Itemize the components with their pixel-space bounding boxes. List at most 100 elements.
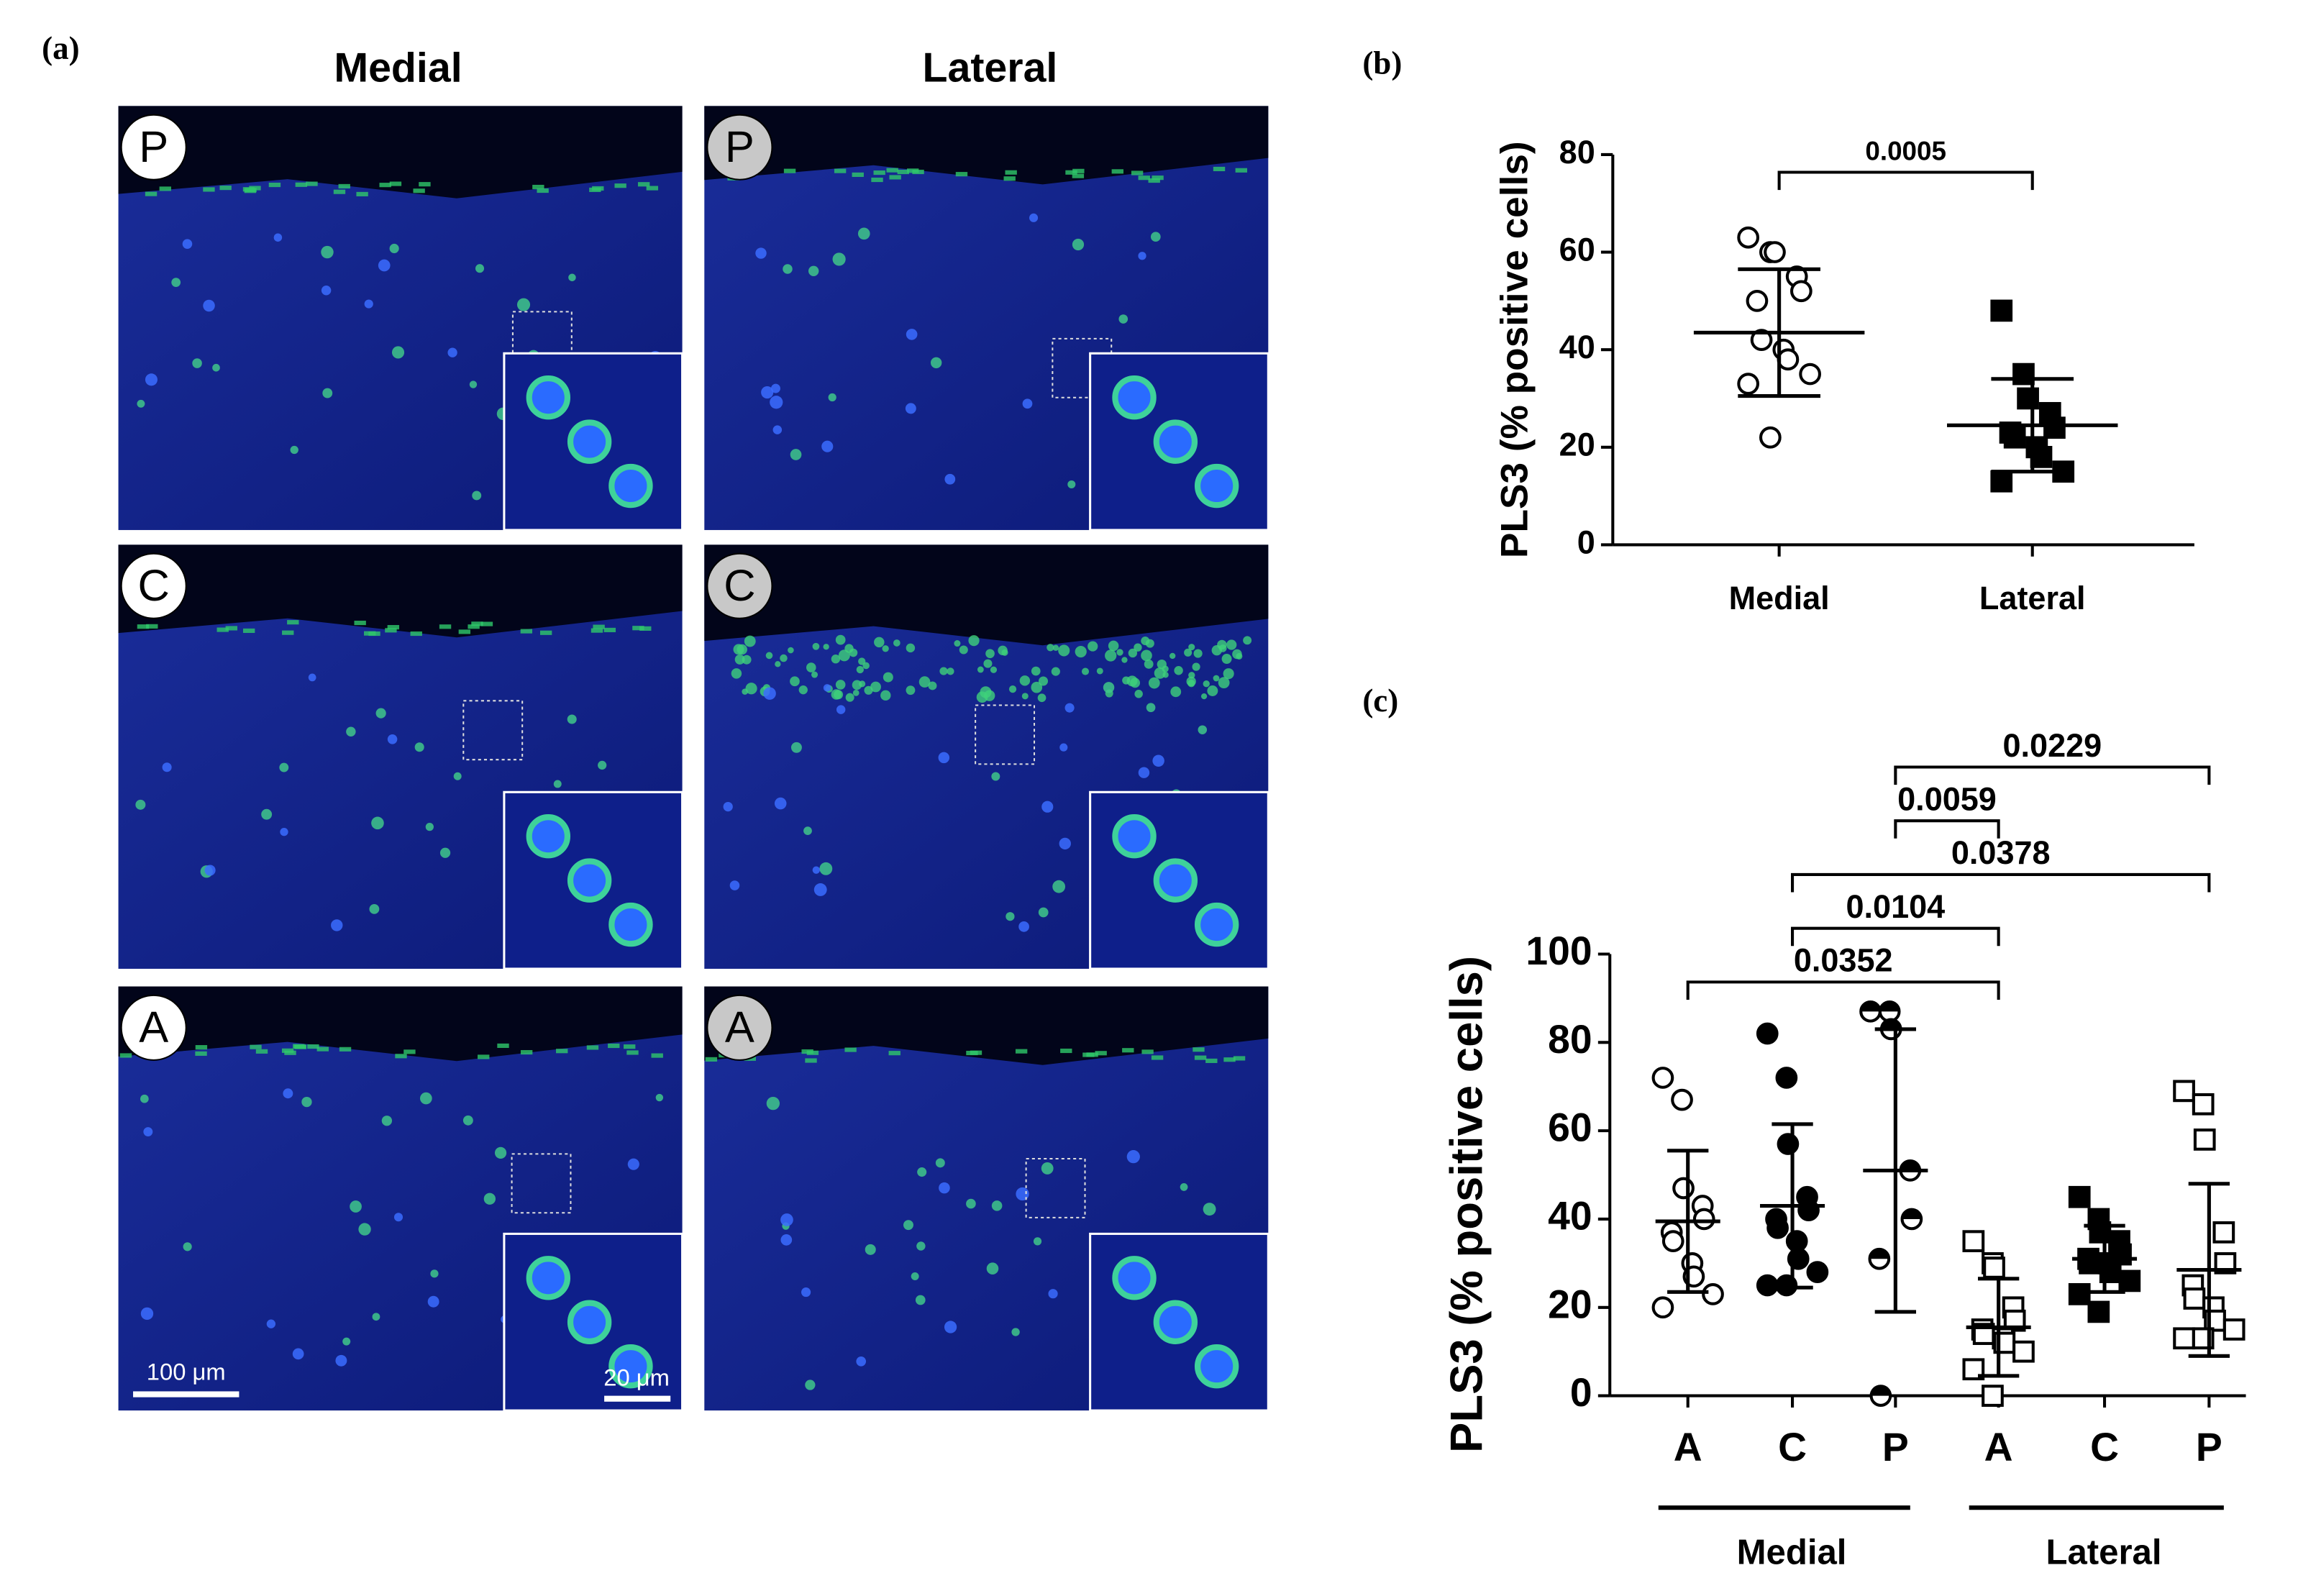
cell xyxy=(1134,690,1143,698)
cell xyxy=(990,666,998,673)
cell xyxy=(389,243,399,254)
x-tick-label: A xyxy=(1984,1425,2013,1469)
cell xyxy=(806,662,816,672)
cell xyxy=(903,1220,913,1231)
x-tick-label: P xyxy=(2196,1425,2222,1469)
cell xyxy=(598,760,607,770)
cell xyxy=(935,1158,945,1168)
cell xyxy=(765,652,773,660)
edge xyxy=(413,188,425,193)
edge xyxy=(614,183,626,188)
cell xyxy=(1064,703,1075,713)
cell xyxy=(856,1356,867,1367)
edge xyxy=(284,1050,296,1055)
cell xyxy=(414,742,424,752)
inset-cell xyxy=(1112,375,1157,420)
bracket xyxy=(1894,765,2211,785)
cell xyxy=(1198,725,1208,734)
series xyxy=(1947,299,2118,493)
cell xyxy=(475,264,485,273)
cell xyxy=(1180,1183,1188,1191)
cell xyxy=(1081,667,1090,675)
cell xyxy=(1039,676,1049,686)
cell xyxy=(1162,665,1169,672)
bracket xyxy=(1791,872,2211,893)
cell xyxy=(834,690,844,700)
cell xyxy=(375,708,386,719)
cell xyxy=(162,762,172,772)
cell xyxy=(553,780,562,788)
cell xyxy=(1150,232,1161,242)
edge xyxy=(387,625,400,630)
cell xyxy=(266,1319,276,1328)
scale-bar xyxy=(604,1395,671,1402)
inset-cell xyxy=(1153,419,1198,464)
cell xyxy=(212,363,220,372)
cell xyxy=(930,357,942,369)
y-tick-label: 20 xyxy=(1548,1282,1592,1326)
cell xyxy=(568,273,576,282)
edge xyxy=(624,1044,636,1049)
cell xyxy=(204,865,216,876)
cell xyxy=(939,1182,950,1194)
cell xyxy=(1052,644,1059,651)
inset-cell xyxy=(1112,1256,1157,1300)
x-tick-label: C xyxy=(1778,1425,1807,1469)
point xyxy=(1737,226,1760,249)
cell xyxy=(783,264,793,274)
point xyxy=(2012,1340,2035,1363)
edge xyxy=(1005,170,1017,175)
cell xyxy=(203,299,215,312)
p-value: 0.0352 xyxy=(1794,942,1893,979)
cell xyxy=(742,688,748,695)
cell xyxy=(1223,668,1234,680)
edge xyxy=(250,1044,262,1049)
inset-cell xyxy=(526,1256,571,1300)
edge xyxy=(592,186,604,191)
edge xyxy=(1148,178,1160,183)
inset-cell xyxy=(1194,463,1239,509)
series xyxy=(2173,1080,2245,1358)
edge xyxy=(316,1046,329,1052)
cell xyxy=(1174,666,1183,675)
cell xyxy=(369,903,380,914)
cell xyxy=(731,668,742,679)
roi xyxy=(462,700,524,761)
point-half xyxy=(1881,1019,1901,1029)
cell xyxy=(1103,682,1115,693)
cell xyxy=(321,245,334,259)
cell xyxy=(1203,680,1210,688)
cell xyxy=(1203,1203,1216,1216)
cell xyxy=(372,1313,380,1321)
cell xyxy=(1006,912,1015,921)
cell xyxy=(1018,921,1029,932)
cell xyxy=(1029,213,1039,222)
series xyxy=(2068,1185,2141,1323)
edge xyxy=(1015,1049,1028,1054)
edge xyxy=(219,186,232,191)
background xyxy=(118,986,683,1062)
edge xyxy=(1193,1047,1205,1052)
region-badge xyxy=(706,552,773,619)
region-label: P xyxy=(725,122,754,172)
cell xyxy=(770,396,783,409)
point xyxy=(1777,1133,1800,1155)
cell xyxy=(821,440,834,452)
edge xyxy=(146,624,158,629)
cell xyxy=(911,1272,919,1280)
cell xyxy=(381,1116,393,1126)
edge xyxy=(603,627,616,632)
cell xyxy=(1134,643,1142,652)
edge xyxy=(1003,176,1016,181)
cell xyxy=(378,259,391,272)
series xyxy=(1962,1230,2035,1407)
cell xyxy=(279,762,289,772)
edge xyxy=(159,186,171,191)
edge xyxy=(137,624,150,629)
edge xyxy=(1138,175,1150,181)
point xyxy=(1797,1199,1820,1222)
edge xyxy=(480,621,493,626)
background xyxy=(704,986,1269,1065)
inset-cell xyxy=(608,1344,653,1389)
cell xyxy=(1051,667,1060,676)
